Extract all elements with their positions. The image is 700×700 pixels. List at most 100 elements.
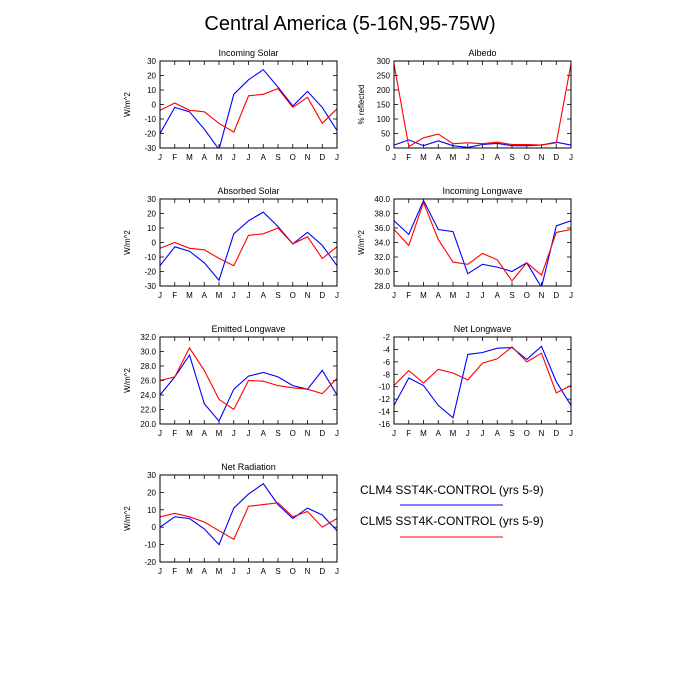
x-tick-label: S xyxy=(275,153,280,162)
x-tick-label: F xyxy=(172,153,177,162)
y-tick-label: 24.0 xyxy=(140,391,156,400)
x-tick-label: J xyxy=(392,153,396,162)
y-tick-label: -30 xyxy=(144,144,156,153)
panel-title: Incoming Solar xyxy=(218,48,278,58)
x-tick-label: M xyxy=(186,153,193,162)
series-line-clm5 xyxy=(394,201,571,282)
figure-title: Central America (5-16N,95-75W) xyxy=(204,13,495,35)
x-tick-label: M xyxy=(216,567,223,576)
x-tick-label: J xyxy=(466,291,470,300)
y-tick-label: 100 xyxy=(377,115,391,124)
x-tick-label: F xyxy=(172,429,177,438)
legend: CLM4 SST4K-CONTROL (yrs 5-9) CLM5 SST4K-… xyxy=(360,483,544,538)
series-line-clm4 xyxy=(394,345,571,419)
panel-title: Net Radiation xyxy=(221,462,276,472)
x-tick-label: M xyxy=(216,291,223,300)
panel-net-longwave: Net Longwave-16-14-12-10-8-6-4-2J F M A M J J A… xyxy=(378,324,573,438)
x-tick-label: M xyxy=(420,153,427,162)
series-line-clm4 xyxy=(394,199,571,286)
series-line-clm5 xyxy=(394,63,571,148)
y-tick-label: 32.0 xyxy=(140,333,156,342)
legend-label-clm4: CLM4 SST4K-CONTROL (yrs 5-9) xyxy=(360,483,544,497)
panel-title: Incoming Longwave xyxy=(442,186,522,196)
plot-frame xyxy=(159,336,338,425)
y-tick-label: 26.0 xyxy=(140,377,156,386)
x-tick-label: J xyxy=(481,429,485,438)
x-tick-label: D xyxy=(319,567,325,576)
y-tick-label: -2 xyxy=(383,333,391,342)
series-line-clm5 xyxy=(160,502,337,541)
x-tick-label: A xyxy=(436,291,442,300)
x-tick-label: N xyxy=(305,153,311,162)
x-tick-label: A xyxy=(261,567,267,576)
y-tick-label: 20 xyxy=(147,210,156,219)
plot-frame xyxy=(159,60,338,149)
x-tick-label: A xyxy=(436,153,442,162)
x-tick-label: A xyxy=(495,153,501,162)
y-tick-label: 36.0 xyxy=(374,224,390,233)
panel-title: Albedo xyxy=(468,48,496,58)
y-tick-label: 30 xyxy=(147,195,156,204)
series-line-clm4 xyxy=(160,211,337,282)
x-tick-label: A xyxy=(261,291,267,300)
x-tick-label: J xyxy=(569,153,573,162)
y-axis-label: W/m^2 xyxy=(123,92,132,117)
plot-frame xyxy=(159,474,338,563)
x-tick-label: J xyxy=(158,567,162,576)
x-tick-label: A xyxy=(202,567,208,576)
x-tick-label: O xyxy=(290,291,296,300)
y-tick-label: -10 xyxy=(378,383,390,392)
panel-title: Net Longwave xyxy=(454,324,512,334)
x-tick-label: F xyxy=(172,291,177,300)
y-tick-label: -20 xyxy=(144,268,156,277)
plot-frame xyxy=(159,198,338,287)
x-tick-label: M xyxy=(216,429,223,438)
x-tick-label: F xyxy=(406,291,411,300)
y-tick-label: 30.0 xyxy=(140,348,156,357)
y-tick-label: 20 xyxy=(147,488,156,497)
y-tick-label: 0 xyxy=(152,523,157,532)
x-tick-label: J xyxy=(158,291,162,300)
x-tick-label: O xyxy=(290,153,296,162)
x-tick-label: J xyxy=(247,153,251,162)
y-tick-label: -20 xyxy=(144,130,156,139)
x-tick-label: J xyxy=(232,567,236,576)
y-tick-label: 0 xyxy=(386,144,391,153)
y-tick-label: 28.0 xyxy=(140,362,156,371)
x-tick-label: J xyxy=(569,291,573,300)
x-tick-label: A xyxy=(495,291,501,300)
x-tick-label: S xyxy=(509,153,514,162)
y-tick-label: -4 xyxy=(383,345,391,354)
x-tick-label: N xyxy=(305,291,311,300)
y-tick-label: 34.0 xyxy=(374,239,390,248)
series-line-clm5 xyxy=(394,346,571,394)
x-tick-label: M xyxy=(216,153,223,162)
y-tick-label: -16 xyxy=(378,420,390,429)
y-axis-label: W/m^2 xyxy=(357,230,366,255)
x-tick-label: J xyxy=(466,429,470,438)
y-tick-label: -10 xyxy=(144,115,156,124)
y-tick-label: 150 xyxy=(377,101,391,110)
y-tick-label: 50 xyxy=(381,130,390,139)
series-line-clm5 xyxy=(160,346,337,411)
x-tick-label: M xyxy=(186,567,193,576)
y-tick-label: -6 xyxy=(383,358,391,367)
x-tick-label: J xyxy=(247,429,251,438)
x-tick-label: D xyxy=(319,291,325,300)
y-tick-label: 0 xyxy=(152,239,157,248)
y-tick-label: 40.0 xyxy=(374,195,390,204)
y-tick-label: 32.0 xyxy=(374,253,390,262)
series-line-clm4 xyxy=(160,482,337,546)
x-tick-label: S xyxy=(509,291,514,300)
y-tick-label: 30 xyxy=(147,57,156,66)
x-tick-label: J xyxy=(158,153,162,162)
x-tick-label: S xyxy=(509,429,514,438)
x-tick-label: F xyxy=(172,567,177,576)
x-tick-label: J xyxy=(481,291,485,300)
x-tick-label: J xyxy=(158,429,162,438)
